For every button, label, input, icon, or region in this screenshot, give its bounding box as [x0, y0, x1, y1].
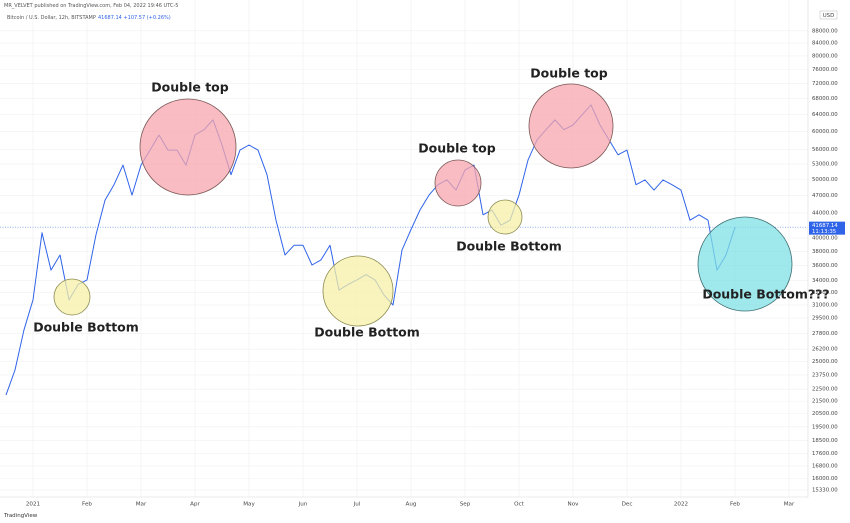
- x-tick-label: May: [243, 502, 255, 508]
- y-tick-label: 16800.00: [812, 463, 838, 469]
- x-tick-label: Apr: [190, 502, 200, 508]
- x-tick-label: Jul: [353, 502, 361, 508]
- annotation-label: Double Bottom: [456, 239, 562, 254]
- highlight-circle: [322, 255, 394, 327]
- y-tick-label: 32500.00: [812, 290, 838, 296]
- brand: TradingView: [3, 513, 38, 519]
- highlight-circle: [697, 216, 793, 312]
- x-tick-label: Sep: [460, 502, 471, 508]
- y-tick-label: 76000.00: [812, 67, 838, 73]
- y-tick-label: 47000.00: [812, 193, 838, 199]
- highlight-circle: [487, 199, 523, 235]
- y-tick-label: 26200.00: [812, 347, 838, 353]
- x-tick-label: 2021: [26, 502, 41, 508]
- highlight-circle: [528, 83, 614, 169]
- x-tick-label: Feb: [82, 502, 92, 508]
- x-tick-label: Mar: [784, 502, 795, 508]
- y-tick-label: 22500.00: [812, 387, 838, 393]
- highlight-circle: [53, 278, 91, 316]
- annotations: Double Bottom Double top Double Bottom Doub…: [33, 66, 829, 340]
- annotation-label: Double top: [151, 80, 228, 95]
- countdown: 11:13:35: [812, 229, 836, 235]
- annotation-label: Double Bottom: [314, 325, 420, 340]
- y-tick-label: 60000.00: [812, 129, 838, 135]
- y-tick-label: 25000.00: [812, 359, 838, 365]
- y-tick-label: 34000.00: [812, 278, 838, 284]
- highlight-circle: [434, 159, 482, 207]
- y-tick-label: 80000.00: [812, 53, 838, 59]
- quote: 41687.14 +107.57 (+0.26%): [98, 15, 171, 21]
- x-tick-label: Nov: [568, 502, 580, 508]
- y-tick-label: 21500.00: [812, 399, 838, 405]
- x-tick-label: 2022: [674, 502, 688, 508]
- annotation-label: Double top: [418, 141, 495, 156]
- y-tick-label: 27800.00: [812, 331, 838, 337]
- y-tick-label: 72000.00: [812, 81, 838, 87]
- x-tick-label: Mar: [136, 502, 147, 508]
- y-tick-label: 88000.00: [812, 28, 838, 34]
- y-tick-label: 38000.00: [812, 249, 838, 255]
- series-title: Bitcoin / U.S. Dollar, 12h, BITSTAMP: [7, 15, 96, 21]
- annotation-label: Double Bottom: [33, 320, 139, 335]
- currency: USD: [823, 13, 835, 19]
- y-tick-label: 36000.00: [812, 263, 838, 269]
- y-tick-label: 19500.00: [812, 424, 838, 430]
- y-tick-label: 53000.00: [812, 162, 838, 168]
- last-price-label: 41687.14: [812, 223, 838, 229]
- x-tick-label: Feb: [730, 502, 740, 508]
- published-note: MR_VELVET published on TradingView.com, …: [4, 3, 178, 9]
- y-tick-label: 31000.00: [812, 302, 838, 308]
- y-tick-label: 16000.00: [812, 476, 838, 482]
- last-price-box: [809, 221, 845, 235]
- y-tick-label: 40000.00: [812, 236, 838, 242]
- y-tick-label: 18500.00: [812, 438, 838, 444]
- y-tick-label: 84000.00: [812, 41, 838, 47]
- annotation-label: Double Bottom???: [702, 287, 829, 302]
- x-tick-label: Oct: [514, 502, 524, 508]
- y-tick-label: 64000.00: [812, 112, 838, 118]
- y-tick-label: 44000.00: [812, 210, 838, 216]
- grid: [0, 0, 808, 497]
- x-tick-label: Jun: [298, 502, 308, 508]
- y-tick-label: 23750.00: [812, 372, 838, 378]
- x-tick-label: Aug: [406, 502, 417, 508]
- y-tick-label: 29500.00: [812, 316, 838, 322]
- y-tick-label: 68000.00: [812, 96, 838, 102]
- y-tick-label: 56000.00: [812, 147, 838, 153]
- y-tick-label: 17600.00: [812, 451, 838, 457]
- y-tick-label: 15330.00: [812, 487, 838, 493]
- highlight-circle: [139, 98, 237, 196]
- currency-box: [819, 10, 838, 20]
- y-tick-label: 20500.00: [812, 411, 838, 417]
- y-tick-label: 50000.00: [812, 177, 838, 183]
- axes: 88000.00 84000.00 80000.00 76000.00 72000.00…: [26, 28, 845, 508]
- annotation-label: Double top: [530, 66, 607, 81]
- x-tick-label: Dec: [622, 502, 633, 508]
